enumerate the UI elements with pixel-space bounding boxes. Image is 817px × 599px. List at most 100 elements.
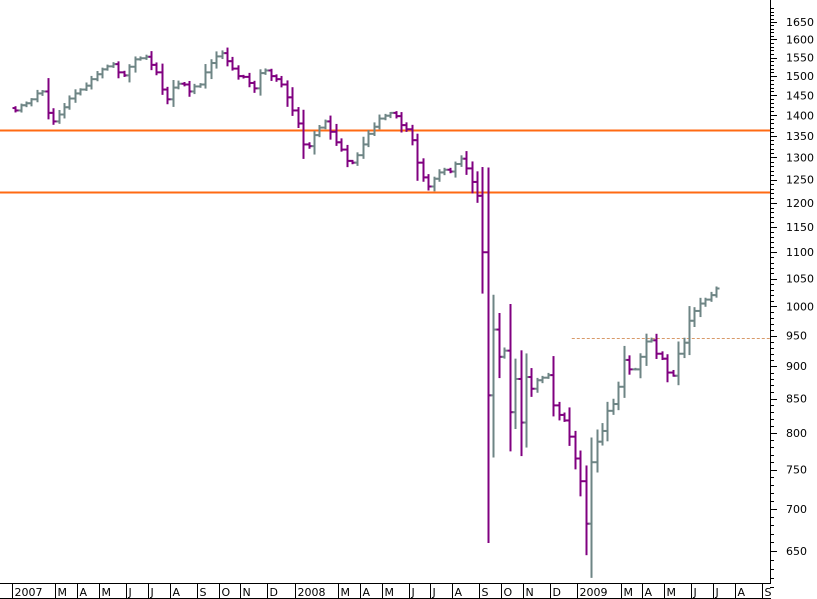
price-bar: [316, 124, 323, 138]
price-bar: [441, 167, 448, 176]
price-bar: [28, 98, 35, 107]
price-bar: [414, 133, 421, 181]
x-axis: 2007 M A M J J A S O N D 2008 M A M J J A S O N D 2009 M A M J J A S: [0, 583, 772, 599]
price-bar: [615, 381, 622, 411]
y-tick-label: 1100: [786, 246, 814, 259]
y-tick-label: 1500: [786, 70, 814, 83]
x-tick-label: O: [504, 586, 513, 599]
x-tick-label: 2007: [15, 586, 43, 599]
price-bar: [354, 152, 361, 166]
x-tick-label: A: [363, 586, 371, 599]
price-bar: [289, 87, 296, 116]
price-bar: [664, 354, 671, 383]
price-bar: [653, 333, 660, 359]
price-bar: [262, 68, 269, 75]
price-bar: [577, 450, 584, 497]
price-bar: [512, 358, 519, 430]
x-tick-label: J: [715, 586, 719, 599]
price-bar: [452, 161, 459, 178]
price-bar: [50, 108, 57, 125]
x-tick-label: A: [645, 586, 653, 599]
price-bar: [604, 401, 611, 442]
price-bar: [479, 167, 486, 294]
x-tick-label: N: [526, 586, 534, 599]
x-tick-label: 2008: [298, 586, 326, 599]
y-tick-label: 1600: [786, 33, 814, 46]
price-bar: [104, 64, 111, 71]
price-bar: [229, 56, 236, 71]
x-tick-label: M: [667, 586, 677, 599]
y-tick-label: 1350: [786, 130, 814, 143]
x-tick-label: J: [150, 586, 154, 599]
x-tick-label: J: [693, 586, 697, 599]
price-bar: [675, 341, 682, 386]
price-bar: [202, 64, 209, 89]
x-tick-label: M: [58, 586, 68, 599]
y-tick-label: 1550: [786, 52, 814, 65]
x-tick-label: J: [128, 586, 132, 599]
x-tick-label: J: [432, 586, 436, 599]
price-bar: [278, 75, 285, 88]
price-bar: [365, 130, 372, 148]
y-tick-label: 650: [786, 545, 807, 558]
y-tick-label: 900: [786, 360, 807, 373]
y-tick-label: 1250: [786, 174, 814, 187]
price-bar: [387, 111, 394, 119]
price-bar: [39, 90, 46, 96]
price-bar: [691, 307, 698, 327]
price-bar: [501, 347, 508, 359]
price-bar: [88, 75, 95, 90]
x-tick-label: A: [455, 586, 463, 599]
price-bar: [251, 80, 258, 93]
y-tick-label: 800: [786, 427, 807, 440]
y-tick-label: 1450: [786, 89, 814, 102]
y-tick-label: 850: [786, 393, 807, 406]
price-bar: [12, 106, 19, 113]
price-bar: [425, 174, 432, 191]
x-tick-label: O: [222, 586, 231, 599]
price-bar: [376, 114, 383, 130]
y-tick-label: 1200: [786, 197, 814, 210]
price-bar: [528, 368, 535, 397]
price-bar: [539, 375, 546, 384]
price-bar: [550, 356, 557, 417]
price-bar: [588, 437, 595, 578]
y-axis: 650 700 750 800 850 900 950 1000 1050 1100 1150 120…: [770, 0, 814, 588]
x-tick-label: S: [482, 586, 489, 599]
horizontal-lines-layer: [0, 129, 770, 339]
price-bar: [66, 95, 73, 110]
y-tick-label: 750: [786, 464, 807, 477]
price-bar: [702, 297, 709, 307]
y-tick-label: 1300: [786, 151, 814, 164]
x-tick-label: M: [385, 586, 395, 599]
price-bar: [137, 56, 144, 61]
price-bar: [77, 88, 84, 96]
y-tick-label: 1150: [786, 221, 814, 234]
x-tick-label: M: [624, 586, 634, 599]
price-bar: [164, 86, 171, 105]
price-bar: [153, 62, 160, 76]
x-tick-label: A: [173, 586, 181, 599]
x-tick-label: A: [80, 586, 88, 599]
price-bar: [713, 286, 720, 298]
x-tick-label: S: [200, 586, 207, 599]
price-bar: [240, 74, 247, 79]
y-tick-label: 700: [786, 503, 807, 516]
x-tick-label: D: [553, 586, 561, 599]
y-tick-label: 950: [786, 330, 807, 343]
x-tick-label: N: [243, 586, 251, 599]
y-tick-label: 1000: [786, 300, 814, 313]
price-bar: [338, 138, 345, 152]
y-tick-label: 1050: [786, 273, 814, 286]
price-bar: [175, 80, 182, 90]
price-bar: [637, 353, 644, 379]
price-bar: [300, 109, 307, 159]
x-tick-label: M: [102, 586, 112, 599]
price-bar: [126, 64, 133, 83]
y-tick-label: 1650: [786, 16, 814, 29]
x-tick-label: D: [270, 586, 278, 599]
x-tick-label: J: [411, 586, 415, 599]
price-bar: [463, 151, 470, 175]
